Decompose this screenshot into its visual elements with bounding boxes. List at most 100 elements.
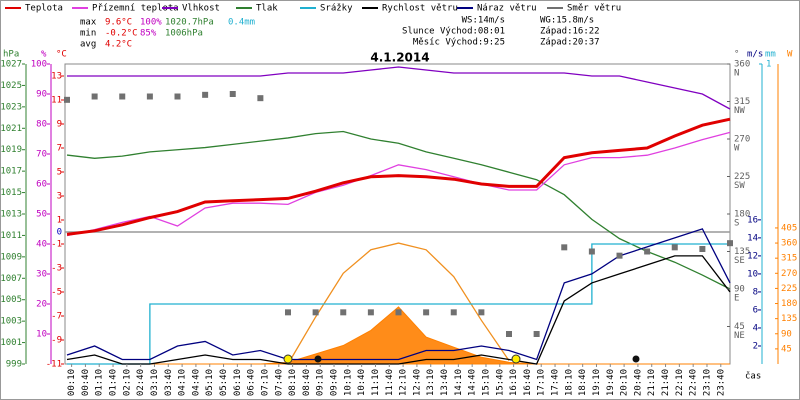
x-tick-label: 21:40 [661, 369, 671, 396]
y-tick-label: 2 [753, 341, 758, 351]
astro-info: Slunce Východ:08:01 [402, 27, 505, 37]
legend-label: Směr větru [567, 4, 621, 14]
direction-dot [395, 309, 402, 316]
legend-label: Srážky [320, 4, 353, 14]
y-tick-label: 100 [31, 60, 47, 70]
legend-label: Teplota [25, 4, 63, 14]
x-tick-label: 22:10 [675, 369, 685, 396]
x-tick-label: 14:40 [468, 369, 478, 396]
sunset-icon [511, 354, 521, 364]
x-tick-label: 18:10 [564, 369, 574, 396]
x-tick-label: 04:40 [191, 369, 201, 396]
axis-unit: W [787, 50, 793, 60]
direction-dot [257, 95, 264, 102]
direction-dot [588, 248, 595, 255]
x-tick-label: 13:40 [440, 369, 450, 396]
y-tick-label: 270 [781, 269, 797, 279]
direction-dot [644, 248, 651, 255]
y-tick-label: 30 [36, 270, 47, 280]
x-tick-label: 20:40 [633, 369, 643, 396]
direction-dot [312, 309, 319, 316]
y-tick-label: 60 [36, 180, 47, 190]
moonset-icon [632, 355, 640, 363]
y-tick-label: 90 [36, 90, 47, 100]
stat-value: 100% [140, 18, 162, 28]
x-tick-label: 19:40 [606, 369, 616, 396]
y-tick-label: 315 [781, 254, 797, 264]
y-tick-label: 11 [51, 96, 62, 106]
x-tick-label: 16:10 [509, 369, 519, 396]
y-tick-label: 12 [747, 251, 758, 261]
x-tick-label: 06:40 [247, 369, 257, 396]
x-tick-label: 15:40 [495, 369, 505, 396]
y-tick-label: 360 [781, 239, 797, 249]
compass-label: N [734, 69, 739, 79]
y-tick-label: 90 [781, 329, 792, 339]
axis-unit: m/s [747, 50, 763, 60]
y-tick-label: 1019 [0, 145, 22, 155]
compass-label: E [734, 294, 739, 304]
y-tick-label: 45 [734, 322, 745, 332]
y-tick-label: 1015 [0, 188, 22, 198]
x-tick-label: 07:10 [260, 369, 270, 396]
stat-value: 9.6°C [105, 18, 132, 28]
axis-unit: °C [56, 50, 67, 60]
y-tick-label: 10 [747, 269, 758, 279]
y-tick-label: 1009 [0, 252, 22, 262]
direction-dot [285, 309, 291, 316]
x-tick-label: 11:40 [385, 369, 395, 396]
y-tick-label: 3 [57, 192, 62, 202]
direction-dot [367, 309, 374, 316]
compass-label: SW [734, 181, 745, 191]
direction-dot [450, 309, 457, 316]
axis-unit: mm [765, 50, 776, 60]
x-tick-label: 18:40 [578, 369, 588, 396]
y-tick-label: 180 [734, 210, 750, 220]
stat-value: 1020.7hPa [165, 18, 214, 28]
y-tick-label: 5 [57, 168, 62, 178]
series-line [66, 131, 731, 237]
x-tick-label: 23:10 [702, 369, 712, 396]
stat-value: 1006hPa [165, 29, 203, 39]
sunrise-icon [283, 354, 293, 364]
stat-value: 0.4mm [228, 18, 255, 28]
direction-dot [91, 93, 98, 100]
legend-label: Rychlost větru [382, 4, 458, 14]
direction-dot [174, 93, 181, 100]
x-tick-label: 12:40 [412, 369, 422, 396]
x-tick-label: 09:10 [316, 369, 326, 396]
y-tick-label: 50 [36, 210, 47, 220]
y-tick-label: 270 [734, 135, 750, 145]
x-tick-label: 11:10 [371, 369, 381, 396]
y-tick-label: 1011 [0, 231, 22, 241]
axis-unit: hPa [3, 50, 19, 60]
x-tick-label: 02:40 [136, 369, 146, 396]
stat-value: 85% [140, 29, 157, 39]
y-tick-label: 1 [57, 216, 62, 226]
y-tick-label: 225 [734, 172, 750, 182]
y-tick-label: 80 [36, 120, 47, 130]
y-tick-label: 1013 [0, 210, 22, 220]
x-tick-label: 01:10 [95, 369, 105, 396]
astro-info: Západ:20:37 [540, 38, 600, 48]
x-tick-label: 05:40 [219, 369, 229, 396]
x-tick-label: 08:10 [288, 369, 298, 396]
series-layer [64, 66, 733, 365]
x-tick-label: 10:10 [343, 369, 353, 396]
x-tick-label: 02:10 [122, 369, 132, 396]
y-tick-label: 405 [781, 223, 797, 233]
x-tick-label: 17:40 [551, 369, 561, 396]
y-tick-label: 90 [734, 285, 745, 295]
x-tick-label: 16:40 [523, 369, 533, 396]
series-line [67, 66, 731, 110]
x-axis-label: čas [745, 371, 761, 382]
x-tick-label: 04:10 [178, 369, 188, 396]
legend-label: Tlak [256, 4, 278, 14]
y-tick-label: 1003 [0, 317, 22, 327]
y-tick-label: 1017 [0, 167, 22, 177]
y-tick-label: 1027 [0, 60, 22, 70]
direction-dot [340, 309, 347, 316]
legend-label: Vlhkost [182, 4, 220, 14]
y-tick-label: 1021 [0, 124, 22, 134]
